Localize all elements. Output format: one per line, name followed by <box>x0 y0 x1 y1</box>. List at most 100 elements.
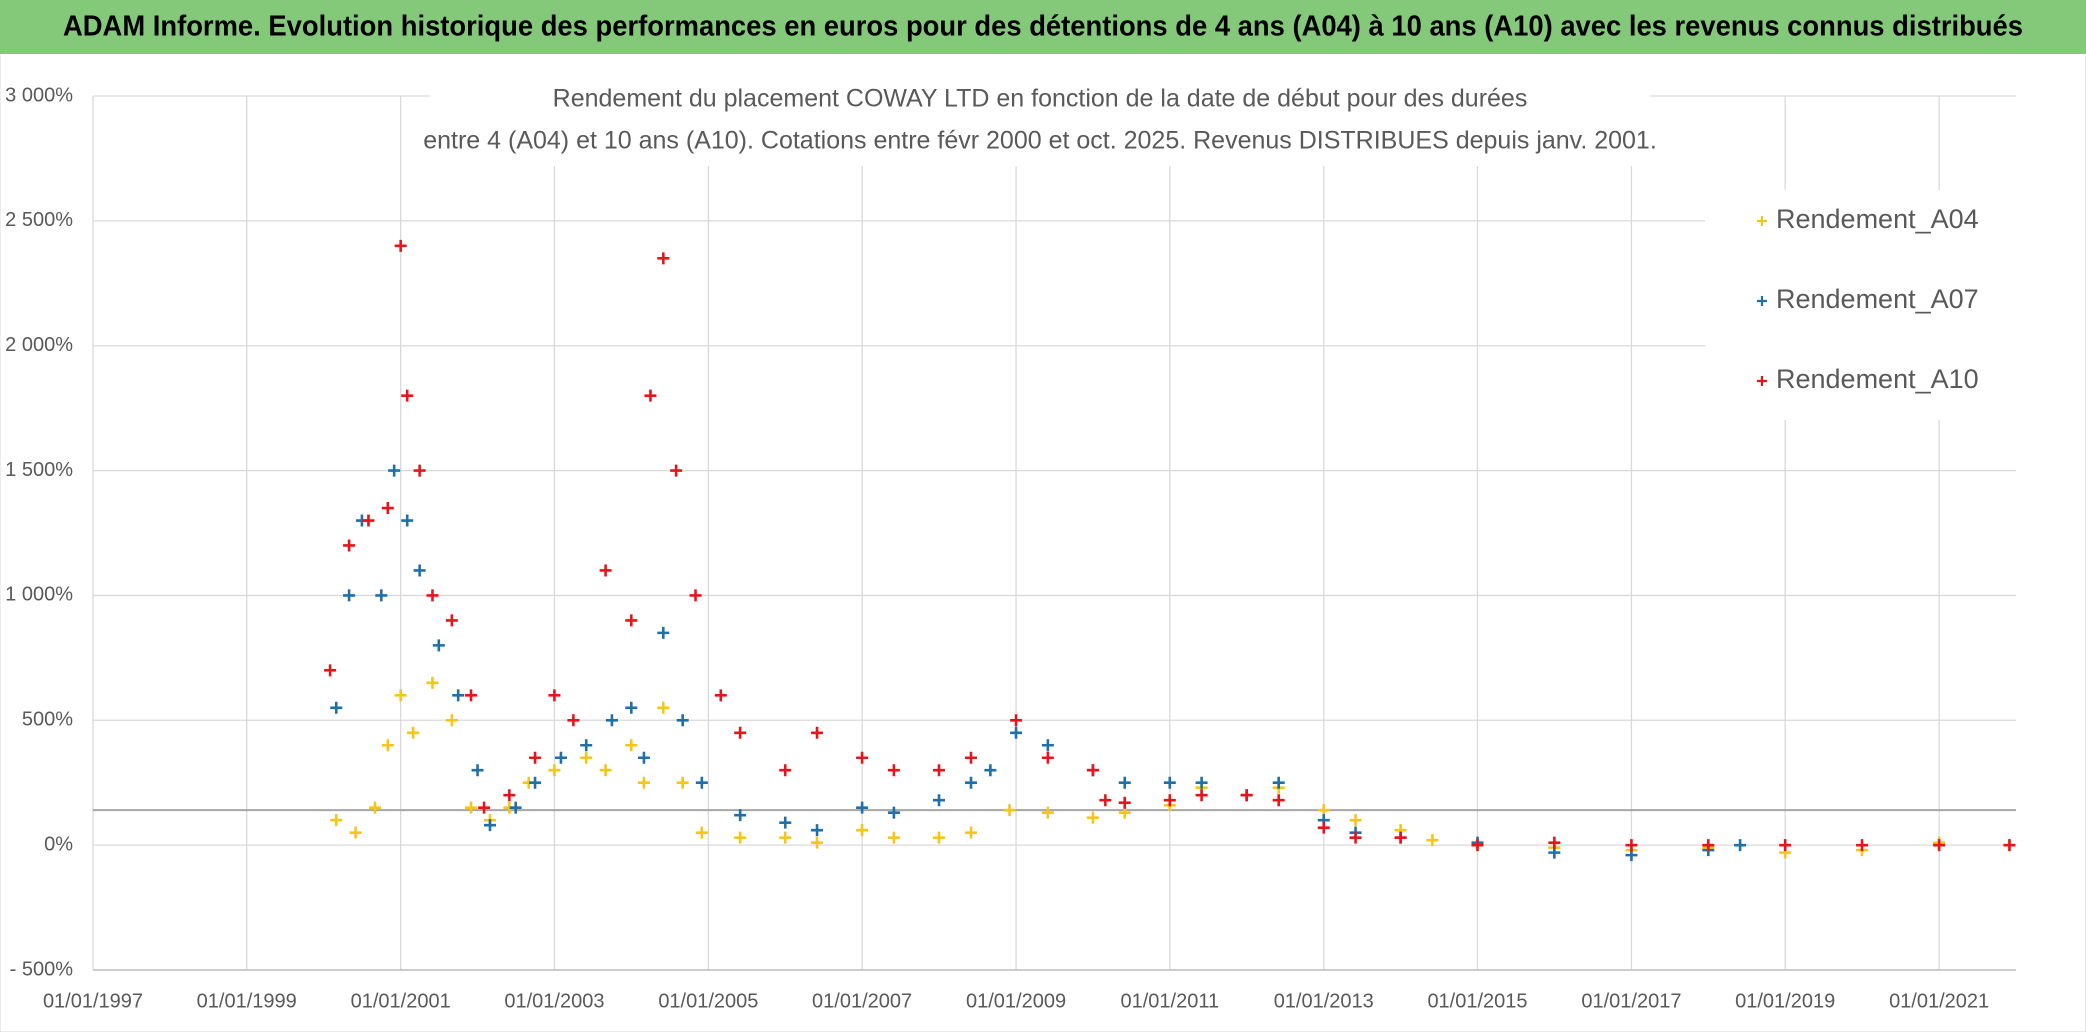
data-point <box>856 751 869 764</box>
data-point <box>548 764 561 777</box>
data-point <box>599 564 612 577</box>
data-point <box>734 831 747 844</box>
y-tick-label: 2 500% <box>5 209 73 231</box>
data-point <box>1086 764 1099 777</box>
y-tick-label: 3 000% <box>5 84 73 106</box>
data-point <box>1317 821 1330 834</box>
data-point <box>657 626 670 639</box>
data-point <box>330 701 343 714</box>
legend-label: Rendement_A07 <box>1776 284 1979 314</box>
data-point <box>1041 806 1054 819</box>
y-tick-label: 1 000% <box>5 584 73 606</box>
data-point <box>734 809 747 822</box>
data-point <box>1702 839 1715 852</box>
data-point <box>426 676 439 689</box>
data-point <box>394 689 407 702</box>
data-point <box>1349 814 1362 827</box>
data-point <box>343 589 356 602</box>
data-point <box>1272 776 1285 789</box>
x-tick-label: 01/01/1999 <box>197 990 297 1012</box>
data-point <box>625 614 638 627</box>
data-point <box>394 239 407 252</box>
data-point <box>599 764 612 777</box>
data-point <box>887 764 900 777</box>
data-point <box>932 764 945 777</box>
y-tick-label: 1 500% <box>5 459 73 481</box>
data-point <box>605 714 618 727</box>
data-point <box>1471 839 1484 852</box>
data-point <box>1010 726 1023 739</box>
data-point <box>887 806 900 819</box>
data-point <box>695 826 708 839</box>
data-point <box>625 701 638 714</box>
data-point <box>964 776 977 789</box>
data-point <box>644 389 657 402</box>
data-point <box>1933 839 1946 852</box>
data-point <box>657 252 670 265</box>
data-point <box>401 514 414 527</box>
data-point <box>1163 776 1176 789</box>
x-tick-label: 01/01/2007 <box>812 990 912 1012</box>
y-tick-label: 0% <box>44 833 73 855</box>
data-point <box>1856 839 1869 852</box>
data-point <box>548 689 561 702</box>
data-point <box>375 589 388 602</box>
data-point <box>413 564 426 577</box>
data-point <box>1548 836 1561 849</box>
x-tick-label: 01/01/2005 <box>658 990 758 1012</box>
data-point <box>478 801 491 814</box>
data-point <box>856 801 869 814</box>
data-point <box>1240 789 1253 802</box>
x-tick-label: 01/01/2021 <box>1889 990 1989 1012</box>
data-point <box>676 776 689 789</box>
data-point <box>811 836 824 849</box>
data-point <box>1041 751 1054 764</box>
plot-area: - 500% 0% 500% 1 000% 1 500% 2 000% 2 500% 3 00… <box>5 84 2016 1012</box>
page-title: ADAM Informe. Evolution historique des p… <box>63 11 2023 43</box>
data-point <box>1394 831 1407 844</box>
data-point <box>779 831 792 844</box>
data-point <box>432 639 445 652</box>
data-point <box>984 764 997 777</box>
data-point <box>887 831 900 844</box>
data-point <box>1734 839 1747 852</box>
y-tick-label: - 500% <box>10 958 74 980</box>
data-point <box>1779 839 1792 852</box>
data-point <box>554 751 567 764</box>
data-point <box>714 689 727 702</box>
data-point <box>509 801 522 814</box>
x-tick-label: 01/01/2013 <box>1274 990 1374 1012</box>
data-point <box>465 689 478 702</box>
y-tick-label: 500% <box>22 709 73 731</box>
data-point <box>1195 789 1208 802</box>
data-point <box>401 389 414 402</box>
subtitle-background <box>430 80 1650 166</box>
data-point <box>362 514 375 527</box>
data-point <box>734 726 747 739</box>
data-point <box>465 801 478 814</box>
data-point <box>1426 834 1439 847</box>
data-point <box>426 589 439 602</box>
data-point <box>349 826 362 839</box>
data-point <box>368 801 381 814</box>
data-point <box>1195 776 1208 789</box>
data-point <box>381 502 394 515</box>
data-point <box>670 464 683 477</box>
data-point <box>343 539 356 552</box>
title-bar <box>0 0 2086 54</box>
data-point <box>964 751 977 764</box>
legend-label: Rendement_A10 <box>1776 364 1979 394</box>
subtitle-line: entre 4 (A04) et 10 ans (A10). Cotations… <box>423 127 1657 155</box>
data-point <box>1272 794 1285 807</box>
data-point <box>1118 776 1131 789</box>
data-point <box>2003 839 2016 852</box>
data-point <box>1010 714 1023 727</box>
data-point <box>657 701 670 714</box>
x-tick-label: 01/01/2003 <box>504 990 604 1012</box>
subtitle-line: Rendement du placement COWAY LTD en fonc… <box>553 85 1528 113</box>
data-point <box>503 789 516 802</box>
data-point <box>695 776 708 789</box>
data-point <box>1349 831 1362 844</box>
data-point <box>529 776 542 789</box>
